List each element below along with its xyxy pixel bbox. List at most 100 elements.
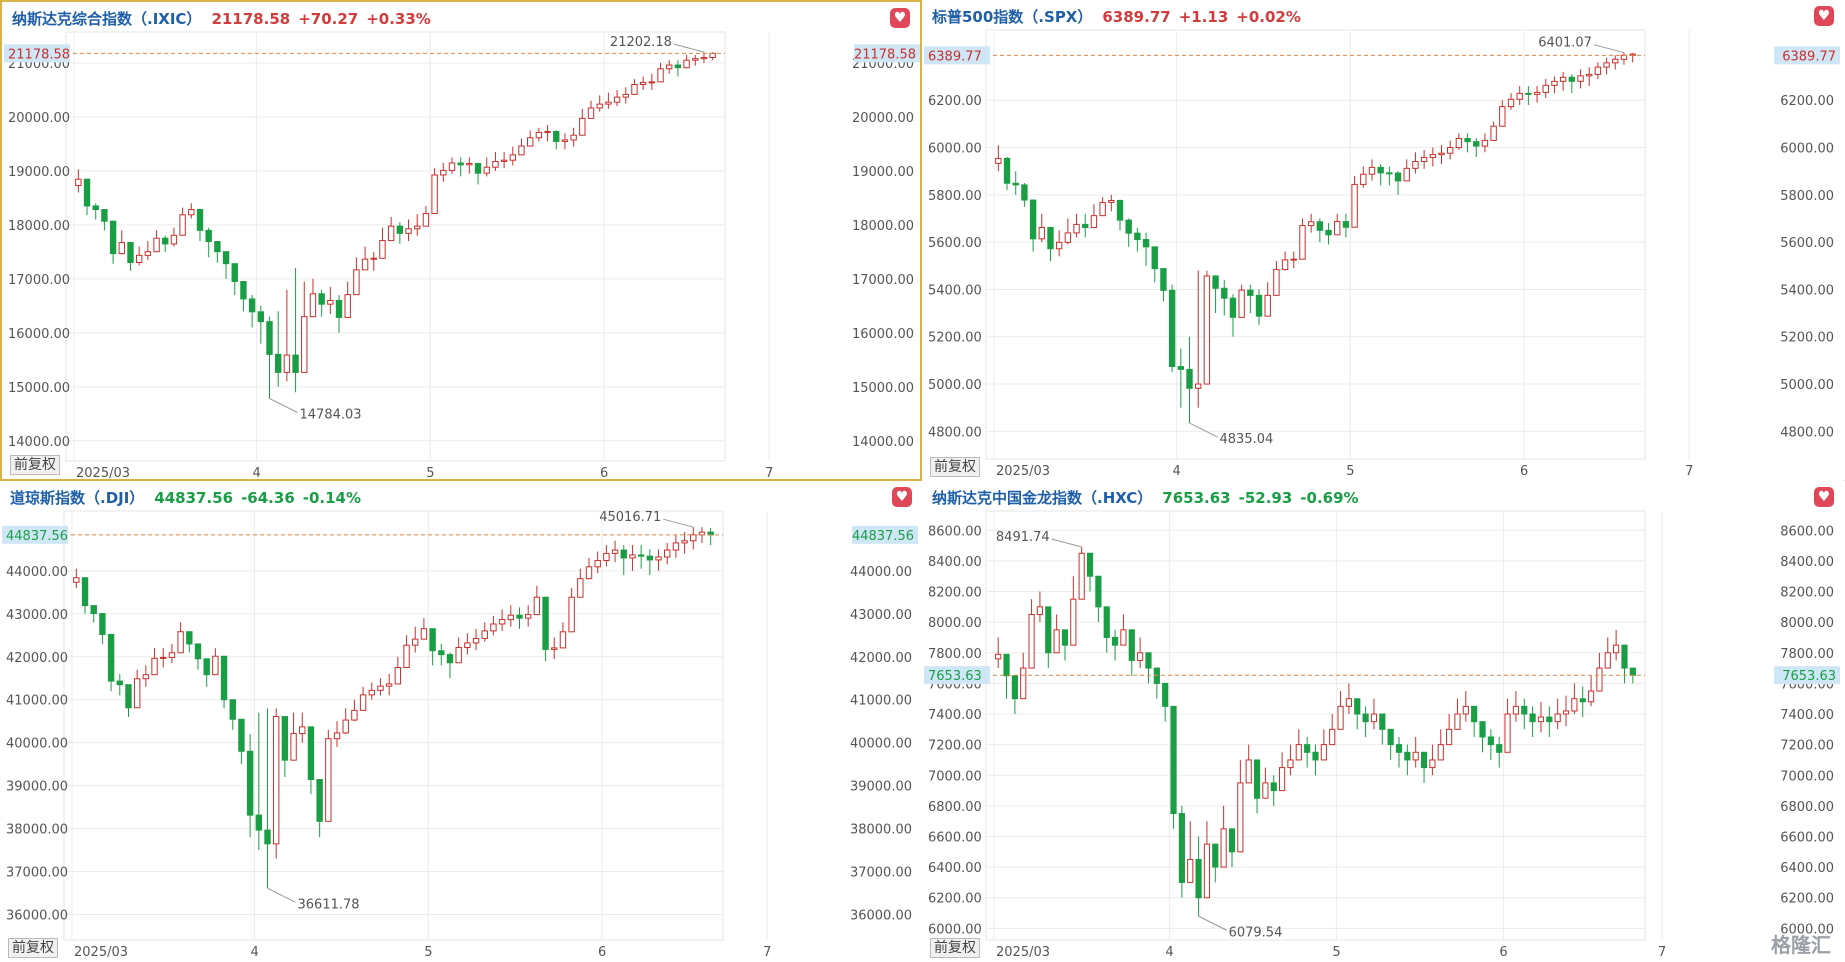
candle[interactable] xyxy=(316,779,323,838)
candle[interactable] xyxy=(577,568,584,598)
candle[interactable] xyxy=(472,628,480,651)
candle[interactable] xyxy=(1064,218,1072,245)
candle[interactable] xyxy=(542,596,549,662)
candle[interactable] xyxy=(559,622,567,649)
candle[interactable] xyxy=(1586,67,1593,87)
candle[interactable] xyxy=(533,585,541,616)
candle[interactable] xyxy=(1012,171,1019,195)
candle[interactable] xyxy=(474,162,482,185)
candle[interactable] xyxy=(118,230,125,255)
candlestick-chart[interactable]: 14000.00 14000.00 15000.00 15000.00 16000.00… xyxy=(2,2,922,483)
candle[interactable] xyxy=(1195,836,1202,917)
candle[interactable] xyxy=(1020,652,1027,700)
candle[interactable] xyxy=(1247,284,1254,314)
candle[interactable] xyxy=(196,208,204,242)
candle[interactable] xyxy=(212,648,219,676)
candle[interactable] xyxy=(1412,736,1419,768)
candle[interactable] xyxy=(1546,706,1553,737)
candle[interactable] xyxy=(1429,147,1436,167)
candle[interactable] xyxy=(403,635,410,669)
candle[interactable] xyxy=(377,678,384,696)
candle[interactable] xyxy=(438,643,445,666)
candle[interactable] xyxy=(579,108,586,136)
candle[interactable] xyxy=(109,220,117,264)
candle[interactable] xyxy=(1379,713,1386,745)
candlestick-chart[interactable]: 4800.00 4800.00 5000.00 5000.00 5200.00 5200.… xyxy=(922,0,1842,481)
candle[interactable] xyxy=(125,684,132,717)
candle[interactable] xyxy=(683,54,690,69)
candle[interactable] xyxy=(605,92,612,109)
candle[interactable] xyxy=(1262,767,1269,799)
candle[interactable] xyxy=(1571,683,1578,715)
candle[interactable] xyxy=(1125,218,1132,247)
candle[interactable] xyxy=(483,157,490,177)
candle[interactable] xyxy=(309,278,317,318)
candle[interactable] xyxy=(1404,744,1411,776)
candle[interactable] xyxy=(1537,701,1545,733)
candle[interactable] xyxy=(1455,133,1463,150)
candle[interactable] xyxy=(524,605,532,627)
candle[interactable] xyxy=(1078,546,1085,600)
candle[interactable] xyxy=(170,227,178,247)
candle[interactable] xyxy=(429,628,436,666)
candle[interactable] xyxy=(1255,289,1263,325)
candle[interactable] xyxy=(1128,629,1135,676)
candle[interactable] xyxy=(1304,736,1311,768)
candle[interactable] xyxy=(666,60,673,74)
candle[interactable] xyxy=(203,658,210,687)
candle[interactable] xyxy=(1295,729,1302,761)
candle[interactable] xyxy=(492,152,499,171)
candle[interactable] xyxy=(637,545,645,569)
candle[interactable] xyxy=(1512,691,1520,722)
candle[interactable] xyxy=(1481,133,1489,153)
candle[interactable] xyxy=(1137,637,1144,669)
candle[interactable] xyxy=(351,699,358,722)
candle[interactable] xyxy=(1386,166,1393,186)
candle[interactable] xyxy=(1329,714,1336,746)
candle[interactable] xyxy=(603,545,610,567)
candle[interactable] xyxy=(292,268,299,393)
candle[interactable] xyxy=(1316,218,1324,243)
candle[interactable] xyxy=(1370,698,1378,730)
candle[interactable] xyxy=(1368,159,1376,181)
candle[interactable] xyxy=(466,157,473,174)
candle[interactable] xyxy=(1253,759,1261,814)
adjust-mode-button[interactable]: 前复权 xyxy=(8,938,58,958)
candle[interactable] xyxy=(1533,86,1541,103)
candle[interactable] xyxy=(177,622,184,654)
candle[interactable] xyxy=(283,289,291,382)
candle[interactable] xyxy=(1525,86,1532,105)
candle[interactable] xyxy=(440,162,447,182)
candle[interactable] xyxy=(1312,744,1319,776)
adjust-mode-button[interactable]: 前复权 xyxy=(930,457,980,477)
candle[interactable] xyxy=(162,235,169,252)
candle[interactable] xyxy=(674,60,682,77)
candle[interactable] xyxy=(1562,695,1570,727)
adjust-mode-button[interactable]: 前复权 xyxy=(930,938,980,958)
candle[interactable] xyxy=(405,219,412,242)
candle[interactable] xyxy=(414,214,421,236)
candle[interactable] xyxy=(1237,759,1244,853)
candle[interactable] xyxy=(995,637,1002,669)
candle[interactable] xyxy=(1120,614,1127,646)
candle[interactable] xyxy=(379,227,386,259)
candle[interactable] xyxy=(646,549,654,576)
candle[interactable] xyxy=(1594,62,1602,79)
candle[interactable] xyxy=(342,708,349,735)
candle[interactable] xyxy=(1438,145,1445,165)
candle[interactable] xyxy=(1151,246,1158,283)
candle[interactable] xyxy=(264,708,271,889)
candle[interactable] xyxy=(1496,736,1503,768)
candle[interactable] xyxy=(83,178,91,216)
candle[interactable] xyxy=(596,95,603,112)
candle[interactable] xyxy=(1325,223,1332,245)
candle[interactable] xyxy=(1073,213,1080,238)
chart-panel-ixic[interactable]: 纳斯达克综合指数（.IXIC） 21178.58 +70.27 +0.33% ♥ 前复权 1… xyxy=(0,0,922,481)
candle[interactable] xyxy=(1395,736,1403,768)
candle[interactable] xyxy=(509,146,516,166)
candle[interactable] xyxy=(1187,821,1194,883)
candle[interactable] xyxy=(422,206,430,227)
candle[interactable] xyxy=(101,209,108,231)
candle[interactable] xyxy=(92,203,99,220)
candle[interactable] xyxy=(1299,218,1306,260)
